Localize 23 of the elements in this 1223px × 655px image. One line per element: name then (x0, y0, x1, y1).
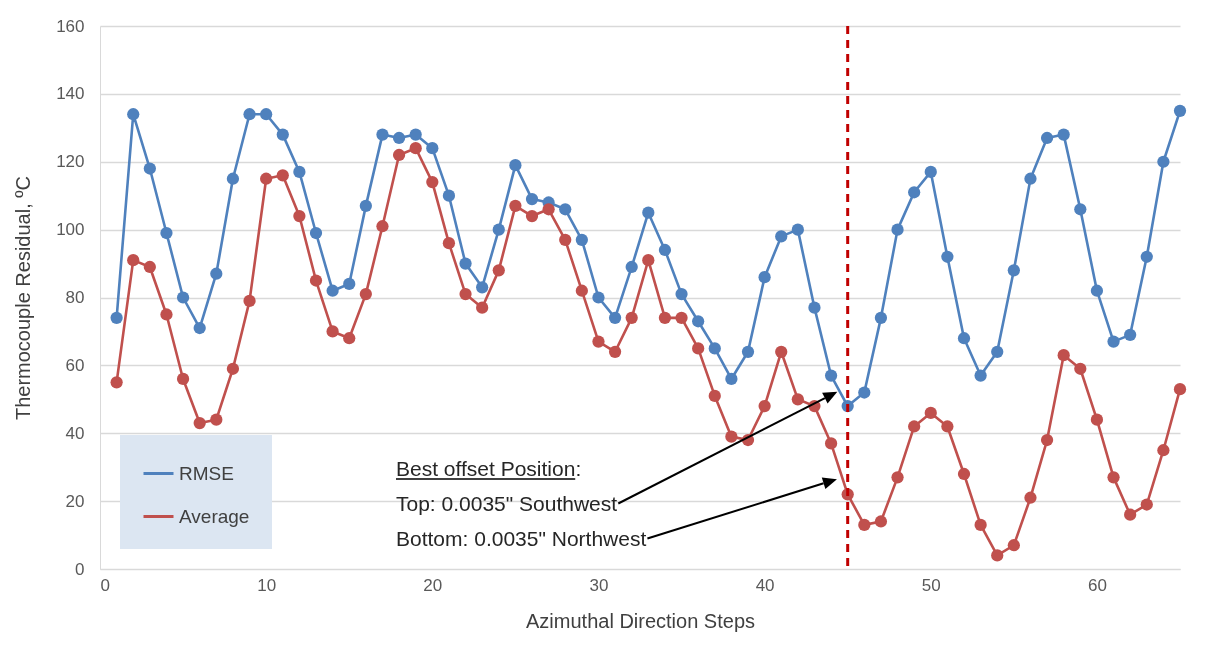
x-tick-label: 10 (257, 575, 277, 595)
x-tick-label: 0 (100, 575, 110, 595)
annotation: Bottom: 0.0035" Northwest (396, 527, 647, 550)
x-tick-label: 60 (1087, 575, 1107, 595)
x-tick-label: 30 (589, 575, 609, 595)
y-tick-label: 80 (65, 288, 85, 307)
y-tick-label: 140 (56, 84, 85, 104)
y-tick-label: 0 (75, 559, 85, 579)
annotation: Top: 0.0035" Southwest (396, 492, 618, 515)
y-axis-title: Thermocouple Residual, ºC (12, 175, 35, 421)
x-tick-label: 50 (921, 575, 941, 595)
y-tick-label: 160 (56, 16, 85, 36)
legend-label: Average (179, 505, 250, 527)
y-tick-label: 60 (65, 355, 85, 375)
legend-label: RMSE (179, 462, 234, 484)
y-tick-label: 120 (56, 152, 85, 172)
y-tick-label: 20 (65, 491, 85, 511)
x-tick-label: 20 (423, 575, 443, 595)
y-tick-label: 40 (65, 423, 85, 443)
x-axis-title: Azimuthal Direction Steps (526, 609, 755, 632)
annotation: Best offset Position: (396, 457, 582, 480)
y-tick-label: 100 (56, 220, 85, 240)
x-tick-label: 40 (755, 575, 775, 595)
